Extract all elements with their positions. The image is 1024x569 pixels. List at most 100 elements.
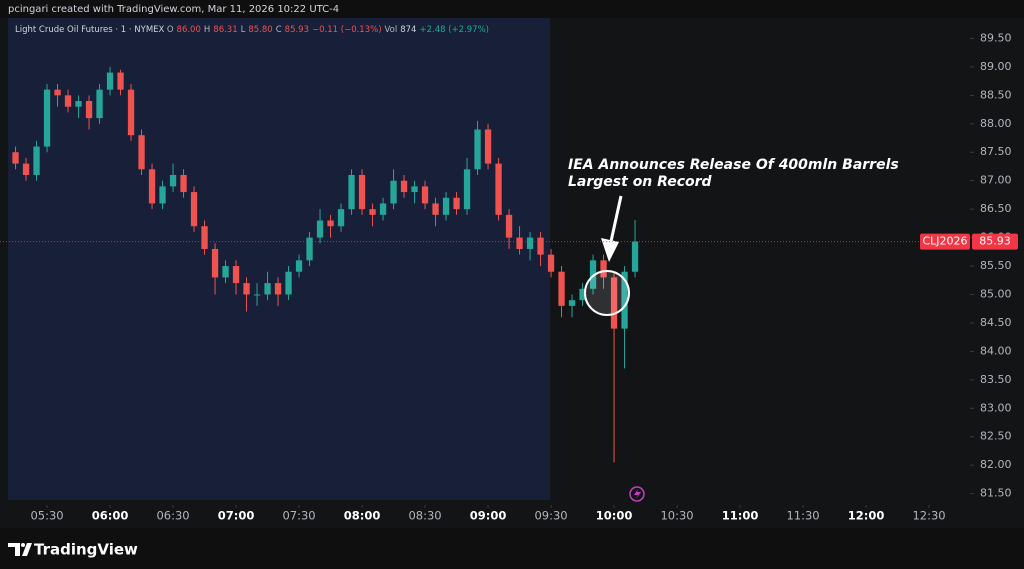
candle-body [190,192,198,227]
candle-body [432,203,439,215]
legend-value: 874 [400,25,416,35]
x-tick-label: 10:00 [596,509,633,523]
logo-mark [8,543,32,556]
candle-body [390,180,397,204]
candle-body [537,237,544,255]
y-tick-label: 81.50 [980,487,1012,500]
candle-body [484,129,492,164]
candle-body [316,220,324,238]
y-tick-label: 88.50 [980,88,1012,101]
y-tick-label: 85.50 [980,259,1012,272]
candle-body [22,163,30,175]
y-tick-label: 87.00 [980,174,1012,187]
event-icon[interactable] [629,486,645,502]
y-tick-label: 83.00 [980,401,1012,414]
candle-body [54,89,61,96]
x-tick-label: 11:30 [786,509,819,523]
candle-body [264,283,271,295]
legend-value: 86.31 [213,25,237,35]
x-tick-label: 06:00 [92,509,129,523]
y-tick-label: 84.00 [980,344,1012,357]
candle-body [96,89,103,119]
x-tick-label: 11:00 [722,509,759,523]
candle-body [631,241,639,272]
brand: TradingView [34,541,138,559]
candle-body [379,203,387,215]
arrow-shaft [608,195,623,247]
symbol-label: CLJ2026 [922,235,967,248]
y-tick-label: 82.00 [980,458,1012,471]
credit: pcingari created with TradingView.com, M… [8,4,339,15]
symbol-tag [920,233,970,250]
legend-label: L [241,25,246,35]
candle-body [358,175,366,210]
legend-value: 85.80 [248,25,272,35]
y-tick-label: 83.50 [980,373,1012,386]
legend-label: C [276,25,282,35]
candle-body [568,300,576,306]
candle-body [421,186,429,204]
candle-body [411,186,418,193]
candle-body [463,169,471,210]
candle-body [516,237,523,249]
candle-body [43,89,51,147]
annotation-line: Largest on Record [568,174,713,190]
candle-body [138,135,145,170]
candle-body [117,72,124,90]
candle-body [211,248,219,278]
candle-body [180,175,187,193]
x-tick-label: 08:00 [344,509,381,523]
y-tick-label: 89.50 [980,31,1012,44]
candle-body [505,214,513,238]
price-label: 85.93 [979,235,1011,248]
candle-body [348,175,355,210]
candle-body [327,220,334,227]
y-tick-label: 84.50 [980,316,1012,329]
candle-body [547,254,555,272]
y-tick-label: 82.50 [980,430,1012,443]
candle-body [400,180,408,193]
candle-body [337,209,345,227]
x-tick-label: 12:30 [912,509,945,523]
candle-body [253,294,261,296]
legend-label: H [204,25,210,35]
x-tick-label: 09:30 [534,509,567,523]
candle-body [159,186,166,204]
candle-body [75,101,82,107]
candle-body [589,260,597,289]
candle-body [621,271,628,329]
legend-value: 86.00 [177,25,201,35]
legend-value: +2.48 (+2.97%) [419,25,489,35]
legend-title: Light Crude Oil Futures · 1 · NYMEX [15,25,165,35]
candle-body [442,197,450,215]
candle-body [526,237,534,249]
logo-dot [21,543,25,547]
candle-body [12,152,19,164]
x-tick-label: 06:30 [156,509,189,523]
x-tick-label: 08:30 [408,509,441,523]
y-tick-label: 88.00 [980,117,1012,130]
legend-label: Vol [385,25,398,35]
candle-body [201,226,208,249]
candle-body [222,266,229,278]
premarket-shade [8,18,550,500]
price-axis [970,18,1024,528]
candle-body [106,72,114,90]
candle-body [558,271,565,306]
highlight-circle [584,270,630,316]
y-tick-label: 89.00 [980,60,1012,73]
candle-body [148,169,156,204]
candle-body [169,175,177,187]
legend-value: −0.11 (−0.13%) [312,25,382,35]
arrow-head [601,238,619,262]
x-tick-label: 09:00 [470,509,507,523]
price-tag [972,233,1018,250]
y-tick-label: 87.50 [980,145,1012,158]
candle-body [453,197,460,210]
y-tick-label: 85.00 [980,287,1012,300]
candle-body [285,271,292,295]
x-tick-label: 05:30 [30,509,63,523]
x-tick-label: 07:30 [282,509,315,523]
